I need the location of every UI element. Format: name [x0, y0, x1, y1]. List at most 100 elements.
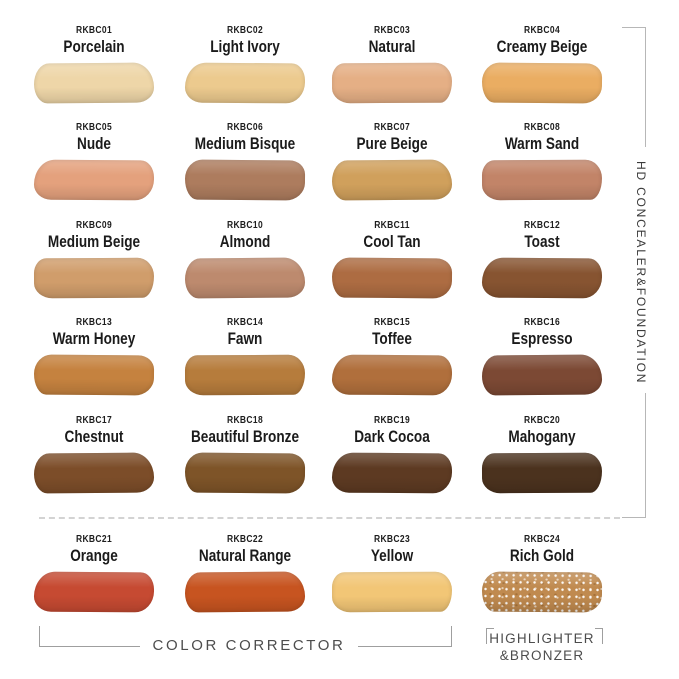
shade-cell: RKBC03 Natural — [317, 24, 467, 104]
shade-cell: RKBC22 Natural Range — [170, 533, 320, 613]
shade-swatch — [33, 571, 155, 613]
shade-swatch — [481, 452, 603, 494]
shade-name: Mahogany — [508, 427, 576, 446]
color-corrector-bracket-right-tick — [451, 626, 452, 647]
shade-code: RKBC15 — [373, 317, 411, 328]
shade-name: Nude — [77, 134, 111, 153]
shade-code: RKBC06 — [226, 122, 264, 133]
shade-cell: RKBC07 Pure Beige — [317, 121, 467, 201]
shade-swatch — [331, 159, 453, 201]
shade-name: Chestnut — [64, 427, 124, 446]
shade-code: RKBC07 — [373, 122, 411, 133]
shade-swatch — [184, 257, 306, 299]
shade-name: Porcelain — [63, 37, 125, 56]
right-bracket-top-line — [622, 27, 646, 28]
right-bracket-lower-line — [645, 393, 646, 517]
section-divider-dashed — [39, 517, 620, 519]
shade-code: RKBC05 — [75, 122, 113, 133]
shade-cell: RKBC20 Mahogany — [467, 414, 617, 494]
shade-swatch — [331, 354, 453, 396]
shade-code: RKBC03 — [373, 25, 411, 36]
shade-swatch — [481, 571, 603, 613]
shade-name: Fawn — [227, 329, 263, 348]
shade-cell: RKBC04 Creamy Beige — [467, 24, 617, 104]
shade-code: RKBC10 — [226, 220, 264, 231]
shade-swatch — [33, 62, 155, 104]
highlighter-bracket-right-top — [595, 628, 603, 629]
shade-code: RKBC09 — [75, 220, 113, 231]
shade-cell: RKBC24 Rich Gold — [467, 533, 617, 613]
shade-swatch — [33, 452, 155, 494]
right-bracket-upper-line — [645, 27, 646, 147]
shade-name: Toast — [524, 232, 560, 251]
shade-swatch — [331, 62, 453, 104]
shade-cell: RKBC18 Beautiful Bronze — [170, 414, 320, 494]
shade-swatch — [481, 257, 603, 299]
shade-name: Natural Range — [198, 546, 292, 565]
shade-name: Almond — [219, 232, 271, 251]
shade-name: Light Ivory — [210, 37, 280, 56]
highlighter-bracket-left-top — [486, 628, 494, 629]
shade-swatch — [184, 354, 306, 396]
shade-cell: RKBC19 Dark Cocoa — [317, 414, 467, 494]
highlighter-label-line2: &BRONZER — [499, 648, 585, 663]
shade-code: RKBC19 — [373, 415, 411, 426]
shade-code: RKBC04 — [523, 25, 561, 36]
right-bracket-bottom-line — [622, 517, 646, 518]
shade-code: RKBC23 — [373, 534, 411, 545]
color-corrector-bracket-left-tick — [39, 626, 40, 647]
shade-swatch — [33, 257, 155, 299]
shade-cell: RKBC10 Almond — [170, 219, 320, 299]
shade-cell: RKBC06 Medium Bisque — [170, 121, 320, 201]
shade-name: Creamy Beige — [496, 37, 588, 56]
shade-code: RKBC24 — [523, 534, 561, 545]
shade-code: RKBC22 — [226, 534, 264, 545]
shade-cell: RKBC23 Yellow — [317, 533, 467, 613]
shade-code: RKBC16 — [523, 317, 561, 328]
shade-swatch — [184, 159, 306, 201]
shade-name: Natural — [368, 37, 416, 56]
shade-cell: RKBC13 Warm Honey — [19, 316, 169, 396]
shade-name: Warm Honey — [52, 329, 136, 348]
shade-name: Cool Tan — [363, 232, 421, 251]
shade-name: Orange — [70, 546, 118, 565]
shade-code: RKBC21 — [75, 534, 113, 545]
shade-name: Pure Beige — [356, 134, 428, 153]
shade-name: Beautiful Bronze — [190, 427, 300, 446]
shade-swatch — [184, 62, 306, 104]
shade-cell: RKBC15 Toffee — [317, 316, 467, 396]
shade-cell: RKBC16 Espresso — [467, 316, 617, 396]
shade-name: Toffee — [372, 329, 412, 348]
shade-code: RKBC20 — [523, 415, 561, 426]
highlighter-bracket-right-tick — [602, 628, 603, 644]
shade-code: RKBC11 — [374, 220, 410, 231]
shade-swatch — [33, 354, 155, 396]
right-section-label: HD CONCEALER&FOUNDATION — [634, 161, 648, 385]
shade-name: Rich Gold — [509, 546, 575, 565]
shade-code: RKBC12 — [523, 220, 561, 231]
shade-name: Warm Sand — [504, 134, 580, 153]
shade-code: RKBC02 — [226, 25, 264, 36]
shade-cell: RKBC01 Porcelain — [19, 24, 169, 104]
color-corrector-label: COLOR CORRECTOR — [140, 637, 358, 654]
shade-swatch — [481, 159, 603, 201]
highlighter-bracket-left-tick — [486, 628, 487, 644]
shade-code: RKBC08 — [523, 122, 561, 133]
shade-code: RKBC01 — [75, 25, 113, 36]
shade-code: RKBC18 — [226, 415, 264, 426]
shade-cell: RKBC12 Toast — [467, 219, 617, 299]
shade-cell: RKBC21 Orange — [19, 533, 169, 613]
shade-code: RKBC13 — [75, 317, 113, 328]
shade-cell: RKBC17 Chestnut — [19, 414, 169, 494]
shade-swatch — [184, 571, 306, 613]
shade-code: RKBC14 — [226, 317, 264, 328]
shade-name: Yellow — [370, 546, 414, 565]
shade-swatch — [184, 452, 306, 494]
shade-cell: RKBC05 Nude — [19, 121, 169, 201]
shade-code: RKBC17 — [75, 415, 113, 426]
shade-name: Medium Beige — [47, 232, 141, 251]
highlighter-label-line1: HIGHLIGHTER — [489, 631, 595, 646]
shade-name: Medium Bisque — [194, 134, 296, 153]
shade-swatch — [481, 354, 603, 396]
